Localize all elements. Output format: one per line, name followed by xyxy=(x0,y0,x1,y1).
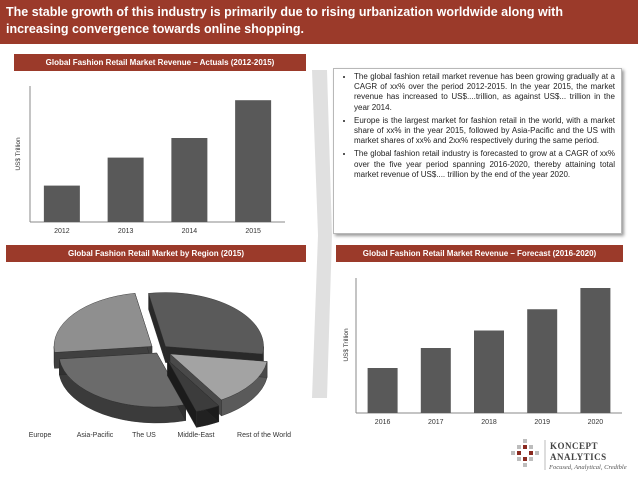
forecast-tick-label: 2016 xyxy=(375,419,391,426)
pie-slice-Middle-East xyxy=(59,352,187,408)
pie-legend-label: Middle-East xyxy=(178,432,215,439)
forecast-bar-2020 xyxy=(580,288,611,413)
actuals-bar-2012 xyxy=(43,185,80,222)
actuals-y-axis-label: US$ Trillion xyxy=(15,137,22,171)
pie-slice-The US xyxy=(167,359,220,412)
pie-slice-Rest of the World xyxy=(53,293,153,353)
actuals-tick-label: 2012 xyxy=(54,228,70,235)
actuals-bar-2013 xyxy=(107,157,144,222)
koncept-logo-mark xyxy=(511,439,546,470)
actuals-tick-label: 2014 xyxy=(182,228,198,235)
header-bar: The stable growth of this industry is pr… xyxy=(0,0,638,44)
forecast-tick-label: 2017 xyxy=(428,419,444,426)
actuals-bar-2015 xyxy=(235,100,272,222)
pie-legend-label: The US xyxy=(132,432,156,439)
region-pie-chart xyxy=(53,292,268,429)
logo-name: KONCEPT ANALYTICS xyxy=(550,441,607,463)
logo-name-line1: KONCEPT xyxy=(550,441,599,451)
pie-legend-label: Europe xyxy=(29,432,52,439)
page-title: The stable growth of this industry is pr… xyxy=(6,5,563,36)
key-findings-box: The global fashion retail market revenue… xyxy=(333,68,622,234)
forecast-bar-2017 xyxy=(420,348,451,413)
actuals-bar-2014 xyxy=(171,138,208,222)
pie-legend-label: Rest of the World xyxy=(237,432,291,439)
logo-name-line2: ANALYTICS xyxy=(550,452,607,462)
forecast-bar-chart: US$ Trillion 2016 2017 2018 2019 2020 xyxy=(343,278,622,426)
bullet-item: The global fashion retail industry is fo… xyxy=(354,149,615,180)
key-findings-list: The global fashion retail market revenue… xyxy=(334,69,621,180)
forecast-tick-label: 2019 xyxy=(534,419,550,426)
pie-slice-Europe xyxy=(148,292,264,355)
forecast-panel-title: Global Fashion Retail Market Revenue – F… xyxy=(336,245,623,262)
forecast-tick-label: 2020 xyxy=(588,419,604,426)
actuals-tick-label: 2013 xyxy=(118,228,134,235)
forecast-bar-2018 xyxy=(474,330,504,413)
forecast-bar-2016 xyxy=(367,368,398,413)
forecast-y-axis-label: US$ Trillion xyxy=(343,328,350,362)
pie-legend-label: Asia-Pacific xyxy=(77,432,114,439)
logo-tagline: Focused, Analytical, Credible xyxy=(549,464,627,471)
forecast-bar-2019 xyxy=(527,309,558,413)
actuals-tick-label: 2015 xyxy=(245,228,261,235)
pie-slice-Asia-Pacific xyxy=(169,353,268,401)
arrow-chevron-icon xyxy=(312,70,332,398)
region-pie-legend: Europe Asia-Pacific The US Middle-East Rest … xyxy=(29,432,291,439)
actuals-bar-chart: US$ Trillion 2012 2013 2014 2015 xyxy=(15,86,285,235)
region-panel-title: Global Fashion Retail Market by Region (… xyxy=(6,245,306,262)
actuals-panel-title: Global Fashion Retail Market Revenue – A… xyxy=(14,54,306,71)
bullet-item: The global fashion retail market revenue… xyxy=(354,72,615,113)
bullet-item: Europe is the largest market for fashion… xyxy=(354,116,615,147)
forecast-tick-label: 2018 xyxy=(481,419,497,426)
